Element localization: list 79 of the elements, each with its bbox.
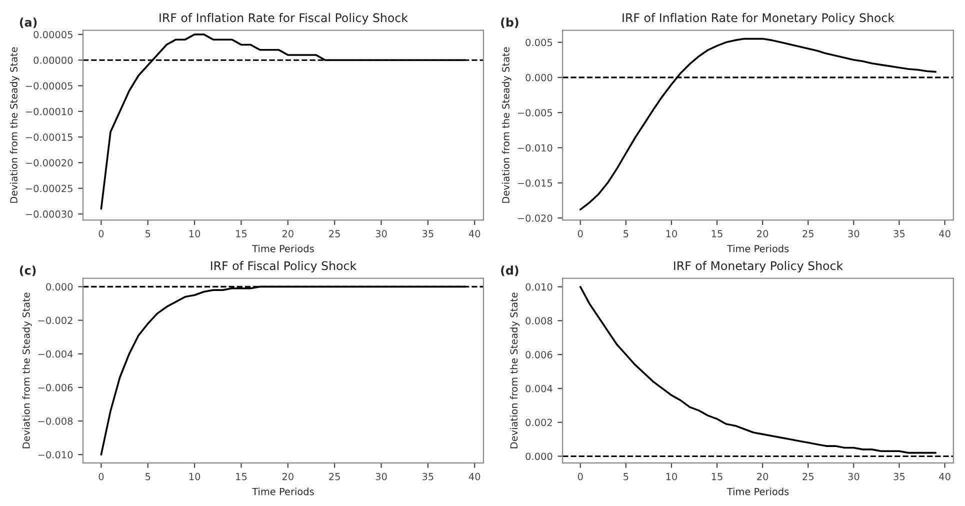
x-tick-label: 5 bbox=[146, 230, 150, 238]
x-tick-label: 35 bbox=[894, 472, 905, 480]
x-tick-label: 5 bbox=[624, 473, 628, 480]
y-tick-label: −0.00015 bbox=[26, 134, 72, 141]
x-tick-label: 35 bbox=[894, 230, 905, 238]
x-tick-label: 35 bbox=[422, 472, 434, 480]
y-tick-label: 0.002 bbox=[526, 418, 552, 426]
chart-title: IRF of Fiscal Policy Shock bbox=[211, 260, 357, 272]
y-tick-label: 0.008 bbox=[526, 317, 552, 324]
x-tick-label: 15 bbox=[712, 473, 722, 480]
y-axis-title: Deviation from the Steady State bbox=[510, 292, 520, 448]
x-tick-label: 40 bbox=[468, 230, 480, 238]
x-tick-label: 5 bbox=[146, 473, 150, 480]
y-axis-title: Deviation from the Steady State bbox=[502, 47, 512, 203]
chart-title: IRF of Inflation Rate for Monetary Policy Shock bbox=[622, 13, 894, 24]
chart-title: IRF of Monetary Policy Shock bbox=[674, 260, 844, 272]
text: (c) bbox=[20, 266, 36, 276]
x-tick-label: 25 bbox=[329, 472, 340, 480]
y-tick-label: 0.004 bbox=[526, 384, 552, 392]
chart-title: IRF of Inflation Rate for Fiscal Policy Shock bbox=[160, 13, 408, 24]
text: (d) bbox=[501, 266, 518, 276]
x-axis-title: Time Periods bbox=[726, 488, 789, 496]
y-tick-label: −0.00025 bbox=[26, 184, 72, 192]
x-tick-label: 30 bbox=[848, 472, 860, 480]
x-tick-label: 15 bbox=[236, 473, 247, 480]
y-tick-label: −0.004 bbox=[38, 350, 73, 358]
x-axis-title: Time Periods bbox=[252, 488, 314, 496]
y-tick-label: 0.000 bbox=[526, 74, 552, 82]
x-tick-label: 40 bbox=[939, 472, 950, 480]
x-tick-label: 15 bbox=[236, 230, 247, 238]
x-tick-label: 20 bbox=[757, 230, 768, 238]
text: (a) bbox=[20, 18, 37, 28]
text: (b) bbox=[501, 18, 518, 28]
y-tick-label: −0.00030 bbox=[26, 210, 73, 218]
x-tick-label: 40 bbox=[468, 472, 480, 480]
x-tick-label: 10 bbox=[666, 230, 677, 238]
x-axis-title: Time Periods bbox=[252, 244, 314, 252]
y-tick-label: −0.005 bbox=[518, 109, 552, 116]
y-tick-label: 0.005 bbox=[526, 38, 552, 46]
y-tick-label: −0.010 bbox=[38, 451, 73, 458]
x-tick-label: 10 bbox=[666, 472, 677, 480]
y-tick-label: −0.006 bbox=[38, 384, 73, 392]
x-tick-label: 25 bbox=[802, 472, 814, 480]
y-axis-title: Deviation from the Steady State bbox=[22, 292, 32, 448]
x-tick-label: 15 bbox=[712, 230, 722, 238]
x-tick-label: 20 bbox=[757, 472, 768, 480]
x-tick-label: 30 bbox=[376, 230, 387, 238]
x-tick-label: 30 bbox=[848, 230, 860, 238]
y-tick-label: −0.00010 bbox=[26, 108, 73, 116]
x-tick-label: 0 bbox=[578, 230, 583, 238]
x-tick-label: 20 bbox=[282, 472, 294, 480]
x-tick-label: 25 bbox=[802, 230, 814, 238]
y-tick-label: −0.00005 bbox=[26, 82, 72, 90]
y-axis-title: Deviation from the Steady State bbox=[10, 47, 20, 203]
y-tick-label: −0.015 bbox=[518, 179, 552, 187]
y-tick-label: −0.002 bbox=[38, 316, 72, 324]
x-tick-label: 0 bbox=[98, 472, 104, 480]
y-tick-label: 0.006 bbox=[526, 351, 552, 358]
x-tick-label: 40 bbox=[939, 230, 950, 238]
y-tick-label: −0.008 bbox=[38, 417, 73, 425]
y-tick-label: −0.010 bbox=[518, 144, 552, 152]
y-tick-label: −0.020 bbox=[518, 214, 552, 222]
x-axis-title: Time Periods bbox=[726, 244, 789, 252]
y-tick-label: 0.00000 bbox=[34, 56, 73, 64]
y-tick-label: 0.000 bbox=[526, 452, 552, 460]
x-tick-label: 5 bbox=[624, 230, 628, 238]
y-tick-label: 0.000 bbox=[46, 283, 73, 291]
x-tick-label: 0 bbox=[578, 472, 583, 480]
x-tick-label: 10 bbox=[189, 472, 200, 480]
y-tick-label: 0.010 bbox=[526, 283, 552, 291]
y-tick-label: 0.00005 bbox=[34, 30, 72, 38]
x-tick-label: 0 bbox=[98, 230, 104, 238]
y-tick-label: −0.00020 bbox=[26, 159, 73, 167]
x-tick-label: 20 bbox=[282, 230, 294, 238]
x-tick-label: 25 bbox=[329, 230, 340, 238]
x-tick-label: 10 bbox=[189, 230, 200, 238]
x-tick-label: 35 bbox=[422, 230, 434, 238]
x-tick-label: 30 bbox=[376, 472, 387, 480]
line-series bbox=[579, 286, 937, 454]
